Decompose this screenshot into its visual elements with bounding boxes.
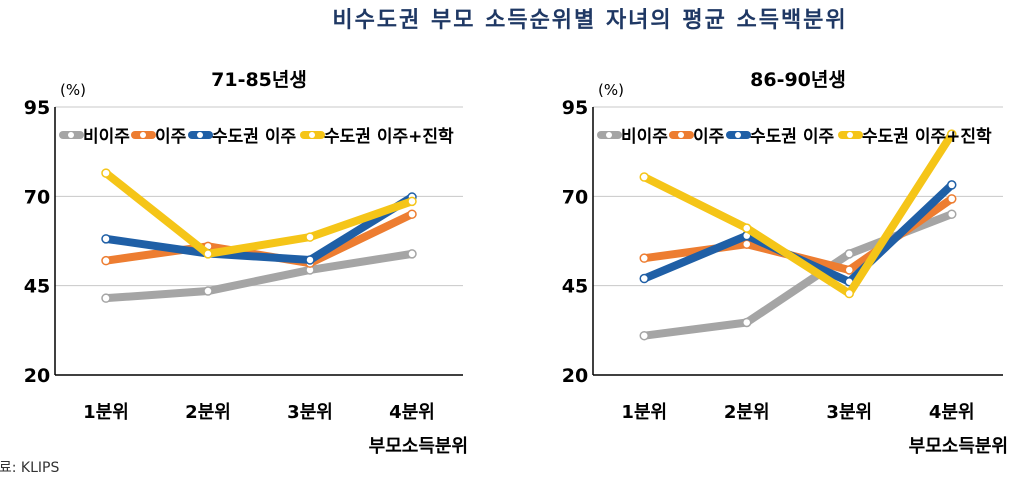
data-point <box>101 168 111 178</box>
x-tick-label: 3분위 <box>826 402 872 423</box>
legend-label: 수도권 이주+진학 <box>862 127 992 147</box>
x-tick-label: 4분위 <box>389 402 435 423</box>
data-point <box>947 180 957 190</box>
y-unit-label: (%) <box>60 81 86 99</box>
x-tick-label: 2분위 <box>724 402 770 423</box>
data-point <box>101 255 111 266</box>
y-unit-label: (%) <box>598 81 624 99</box>
data-point <box>305 232 315 242</box>
x-tick-label: 4분위 <box>929 402 975 423</box>
data-point <box>203 249 213 259</box>
source-note: 자료: KLIPS <box>0 460 60 476</box>
x-tick-label: 2분위 <box>185 402 231 423</box>
data-point <box>203 286 213 296</box>
y-tick-label: 20 <box>562 365 588 387</box>
chart-title: 비수도권 부모 소득순위별 자녀의 평균 소득백분위 <box>332 8 848 33</box>
y-tick-label: 95 <box>562 97 588 119</box>
data-point <box>844 265 854 275</box>
legend-label: 비이주 <box>83 127 130 147</box>
data-point <box>639 172 649 182</box>
legend-label: 이주 <box>155 127 187 147</box>
legend-marker <box>309 132 315 138</box>
legend-marker <box>68 132 74 138</box>
legend-label: 이주 <box>693 127 725 147</box>
data-point <box>101 234 111 244</box>
data-point <box>305 255 315 265</box>
series-line-1 <box>102 249 416 303</box>
data-point <box>844 288 854 299</box>
data-point <box>947 129 957 139</box>
legend-label: 비이주 <box>621 127 668 147</box>
data-point <box>407 249 417 259</box>
panel-title: 86-90년생 <box>750 69 846 91</box>
legend-marker <box>678 132 684 138</box>
data-point <box>947 194 957 204</box>
data-point <box>639 330 649 341</box>
x-tick-label: 1분위 <box>621 402 667 423</box>
legend-marker <box>197 132 203 138</box>
y-tick-label: 70 <box>24 186 50 208</box>
legend-label: 수도권 이주+진학 <box>324 127 454 147</box>
y-tick-label: 45 <box>24 276 50 298</box>
y-tick-label: 45 <box>562 276 588 298</box>
data-point <box>947 209 957 219</box>
data-point <box>101 293 111 303</box>
data-point <box>639 253 649 263</box>
y-tick-label: 70 <box>562 186 588 208</box>
series-line-3 <box>102 193 416 264</box>
data-point <box>639 273 649 284</box>
data-point <box>407 209 417 219</box>
x-axis-label: 부모소득분위 <box>909 436 1008 457</box>
legend-marker <box>140 132 146 138</box>
series-line-4 <box>640 130 956 298</box>
data-point <box>742 239 752 249</box>
legend-marker <box>847 132 853 138</box>
data-point <box>407 196 417 207</box>
legend-marker <box>606 132 612 138</box>
legend-marker <box>735 132 741 138</box>
legend-label: 수도권 이주 <box>212 127 296 147</box>
y-tick-label: 95 <box>24 97 50 119</box>
x-axis-label: 부모소득분위 <box>369 436 468 457</box>
y-tick-label: 20 <box>24 365 50 387</box>
x-tick-label: 3분위 <box>287 402 333 423</box>
legend-label: 수도권 이주 <box>750 127 834 147</box>
data-point <box>844 249 854 259</box>
panel-title: 71-85년생 <box>211 69 307 91</box>
data-point <box>742 223 752 233</box>
series-line-4 <box>102 169 416 258</box>
x-tick-label: 1분위 <box>83 402 129 423</box>
data-point <box>742 317 752 328</box>
